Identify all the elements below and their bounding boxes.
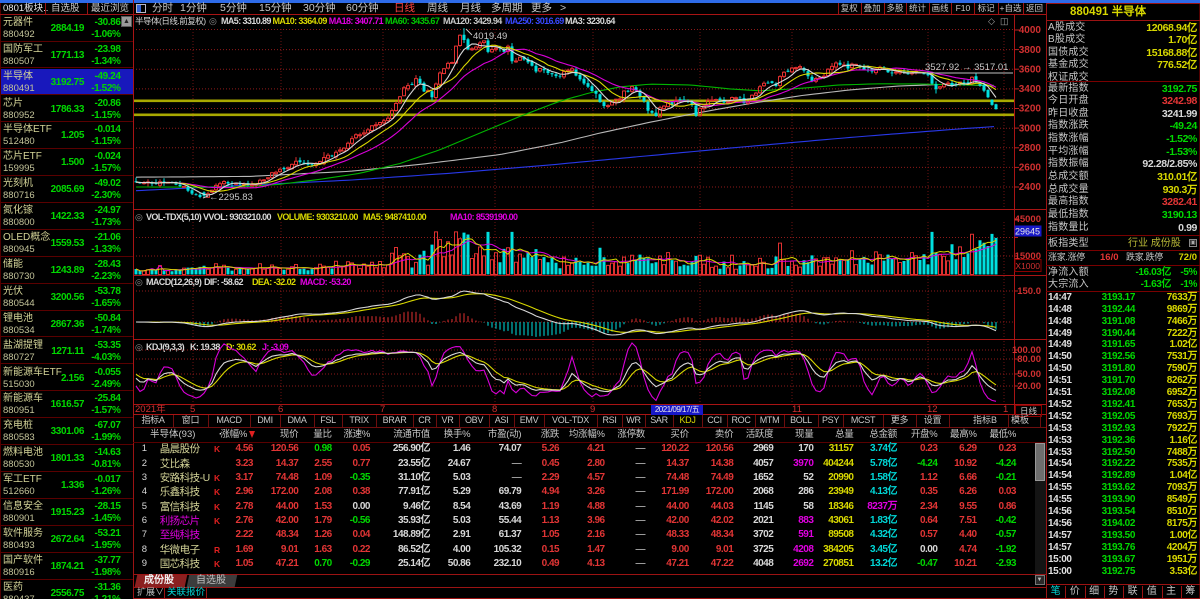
svg-text:3000: 3000 <box>1019 123 1042 134</box>
svg-text:3200: 3200 <box>1019 104 1042 115</box>
svg-text:3800: 3800 <box>1019 45 1042 56</box>
svg-text:80.00: 80.00 <box>1017 354 1041 365</box>
svg-text:150.0: 150.0 <box>1017 286 1041 297</box>
svg-text:50.00: 50.00 <box>1017 369 1041 380</box>
svg-text:100.00: 100.00 <box>1012 345 1041 356</box>
svg-text:45000: 45000 <box>1015 214 1041 225</box>
svg-text:3600: 3600 <box>1019 65 1042 76</box>
svg-text:4019.49: 4019.49 <box>473 31 507 42</box>
svg-text:3527.92 → 3517.01: 3527.92 → 3517.01 <box>925 62 1008 73</box>
svg-text:2800: 2800 <box>1019 143 1042 154</box>
svg-text:2600: 2600 <box>1019 163 1042 174</box>
svg-text:2400: 2400 <box>1019 182 1042 193</box>
svg-text:20.00: 20.00 <box>1017 381 1041 392</box>
svg-text:←2295.83: ←2295.83 <box>209 192 253 203</box>
svg-text:29645: 29645 <box>1015 226 1040 236</box>
svg-text:4000: 4000 <box>1019 25 1042 36</box>
svg-text:X1000: X1000 <box>1015 261 1040 271</box>
svg-text:3400: 3400 <box>1019 84 1042 95</box>
svg-text:15000: 15000 <box>1015 251 1041 262</box>
